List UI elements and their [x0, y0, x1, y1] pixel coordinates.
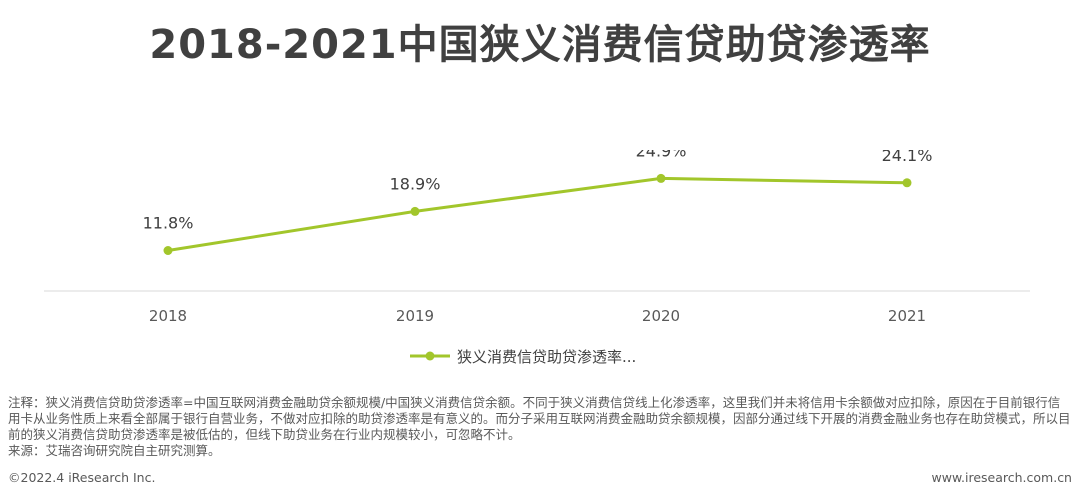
data-point	[410, 206, 420, 216]
series-line	[167, 176, 908, 252]
chart-notes: 注释：狭义消费信贷助贷渗透率=中国互联网消费金融助贷余额规模/中国狭义消费信贷余…	[8, 395, 1072, 459]
source-text: 来源：艾瑞咨询研究院自主研究测算。	[8, 443, 221, 458]
data-label: 24.9%	[636, 150, 687, 160]
data-point	[902, 178, 912, 188]
legend-swatch-marker	[425, 351, 435, 361]
data-point	[163, 246, 173, 255]
data-label: 18.9%	[390, 174, 441, 193]
line-chart: 11.8% 2018 18.9% 2019 24.9% 2020 24.1% 2021 狭义消费…	[44, 150, 1030, 366]
copyright: ©2022.4 iResearch Inc.	[8, 470, 156, 485]
x-tick-label: 2019	[396, 307, 434, 325]
x-tick-label: 2018	[149, 307, 187, 325]
website-url: www.iresearch.com.cn	[931, 470, 1073, 485]
data-label: 24.1%	[882, 150, 933, 165]
note-text: 注释：狭义消费信贷助贷渗透率=中国互联网消费金融助贷余额规模/中国狭义消费信贷余…	[8, 395, 1071, 442]
x-tick-label: 2021	[888, 307, 926, 325]
x-tick-label: 2020	[642, 307, 680, 325]
data-point	[656, 173, 666, 183]
page-title: 2018-2021中国狭义消费信贷助贷渗透率	[149, 22, 931, 68]
legend-label: 狭义消费信贷助贷渗透率...	[457, 348, 636, 366]
data-label: 11.8%	[143, 214, 194, 233]
